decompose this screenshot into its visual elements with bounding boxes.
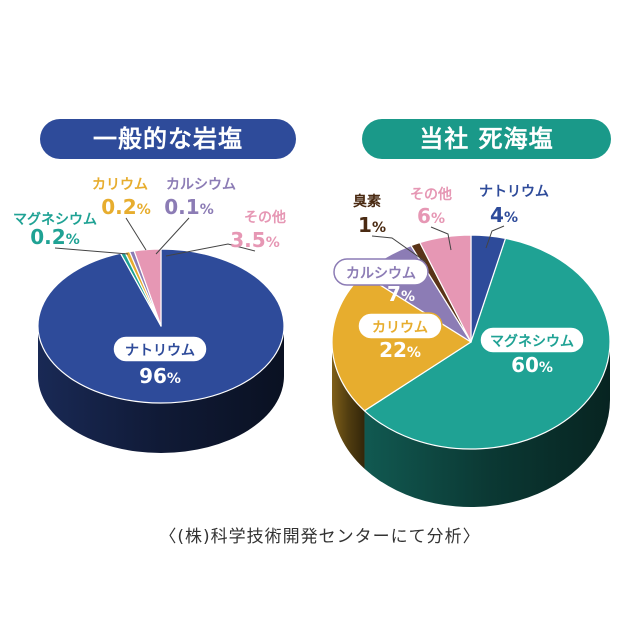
chart1-slice-label-0: ナトリウム: [479, 184, 549, 200]
chart0-slice-value-2: 0.2%: [101, 195, 150, 219]
chart0-leader-line-3: [155, 217, 190, 255]
chart1-leader-line-4: [371, 235, 427, 263]
chart0-slice-value-3: 0.1%: [164, 195, 213, 219]
chart1-slice-slice-2: [331, 273, 472, 412]
chart1-slice-label-2: カリウム: [372, 320, 428, 336]
chart1-slice-value-1: 60%: [511, 353, 553, 377]
chart-title-pill-dead-sea-salt: 当社 死海塩: [362, 119, 611, 159]
chart0-slice-label-0: ナトリウム: [125, 343, 195, 359]
chart0-side-slice-0: [38, 326, 284, 453]
chart0-slice-value-4: 3.5%: [230, 228, 279, 252]
chart1-label-pill-2: [357, 312, 443, 340]
chart0-slice-value-0: 96%: [139, 364, 181, 388]
chart0-label-pill-0: [112, 335, 208, 363]
chart1-slice-value-2: 22%: [379, 338, 421, 362]
chart-title-pill-rock-salt: 一般的な岩塩: [40, 119, 296, 159]
chart0-slice-label-4: その他: [244, 209, 286, 226]
chart0-slice-label-1: マグネシウム: [13, 211, 97, 228]
chart0-leader-line-2: [125, 217, 147, 251]
chart1-slice-value-4: 1%: [358, 213, 386, 237]
chart1-slice-value-5: 6%: [417, 204, 445, 228]
chart1-slice-value-0: 4%: [490, 203, 518, 227]
source-note: 〈(株)科学技術開発センターにて分析〉: [159, 527, 481, 547]
chart1-slice-label-3: カルシウム: [346, 266, 416, 282]
chart1-leader-line-0: [485, 225, 505, 249]
chart1-label-pill-1: [479, 326, 585, 354]
chart1-label-pill-3: [333, 258, 429, 286]
chart0-slice-value-1: 0.2%: [30, 225, 79, 249]
chart1-slice-label-5: その他: [410, 186, 452, 203]
chart1-slice-value-3: 7%: [387, 282, 415, 306]
chart1-slice-label-1: マグネシウム: [490, 333, 574, 350]
chart0-slice-label-3: カルシウム: [166, 177, 236, 193]
chart0-slice-label-2: カリウム: [92, 177, 148, 193]
chart0-leader-line-1: [54, 247, 129, 255]
chart1-slice-label-4: 臭素: [353, 193, 381, 210]
chart1-leader-line-5: [430, 226, 452, 251]
chart1-side-slice-2: [332, 342, 365, 469]
chart1-side-slice-1: [364, 342, 610, 507]
chart1-slice-slice-5: [419, 234, 472, 343]
chart0-leader-line-4: [165, 243, 256, 257]
